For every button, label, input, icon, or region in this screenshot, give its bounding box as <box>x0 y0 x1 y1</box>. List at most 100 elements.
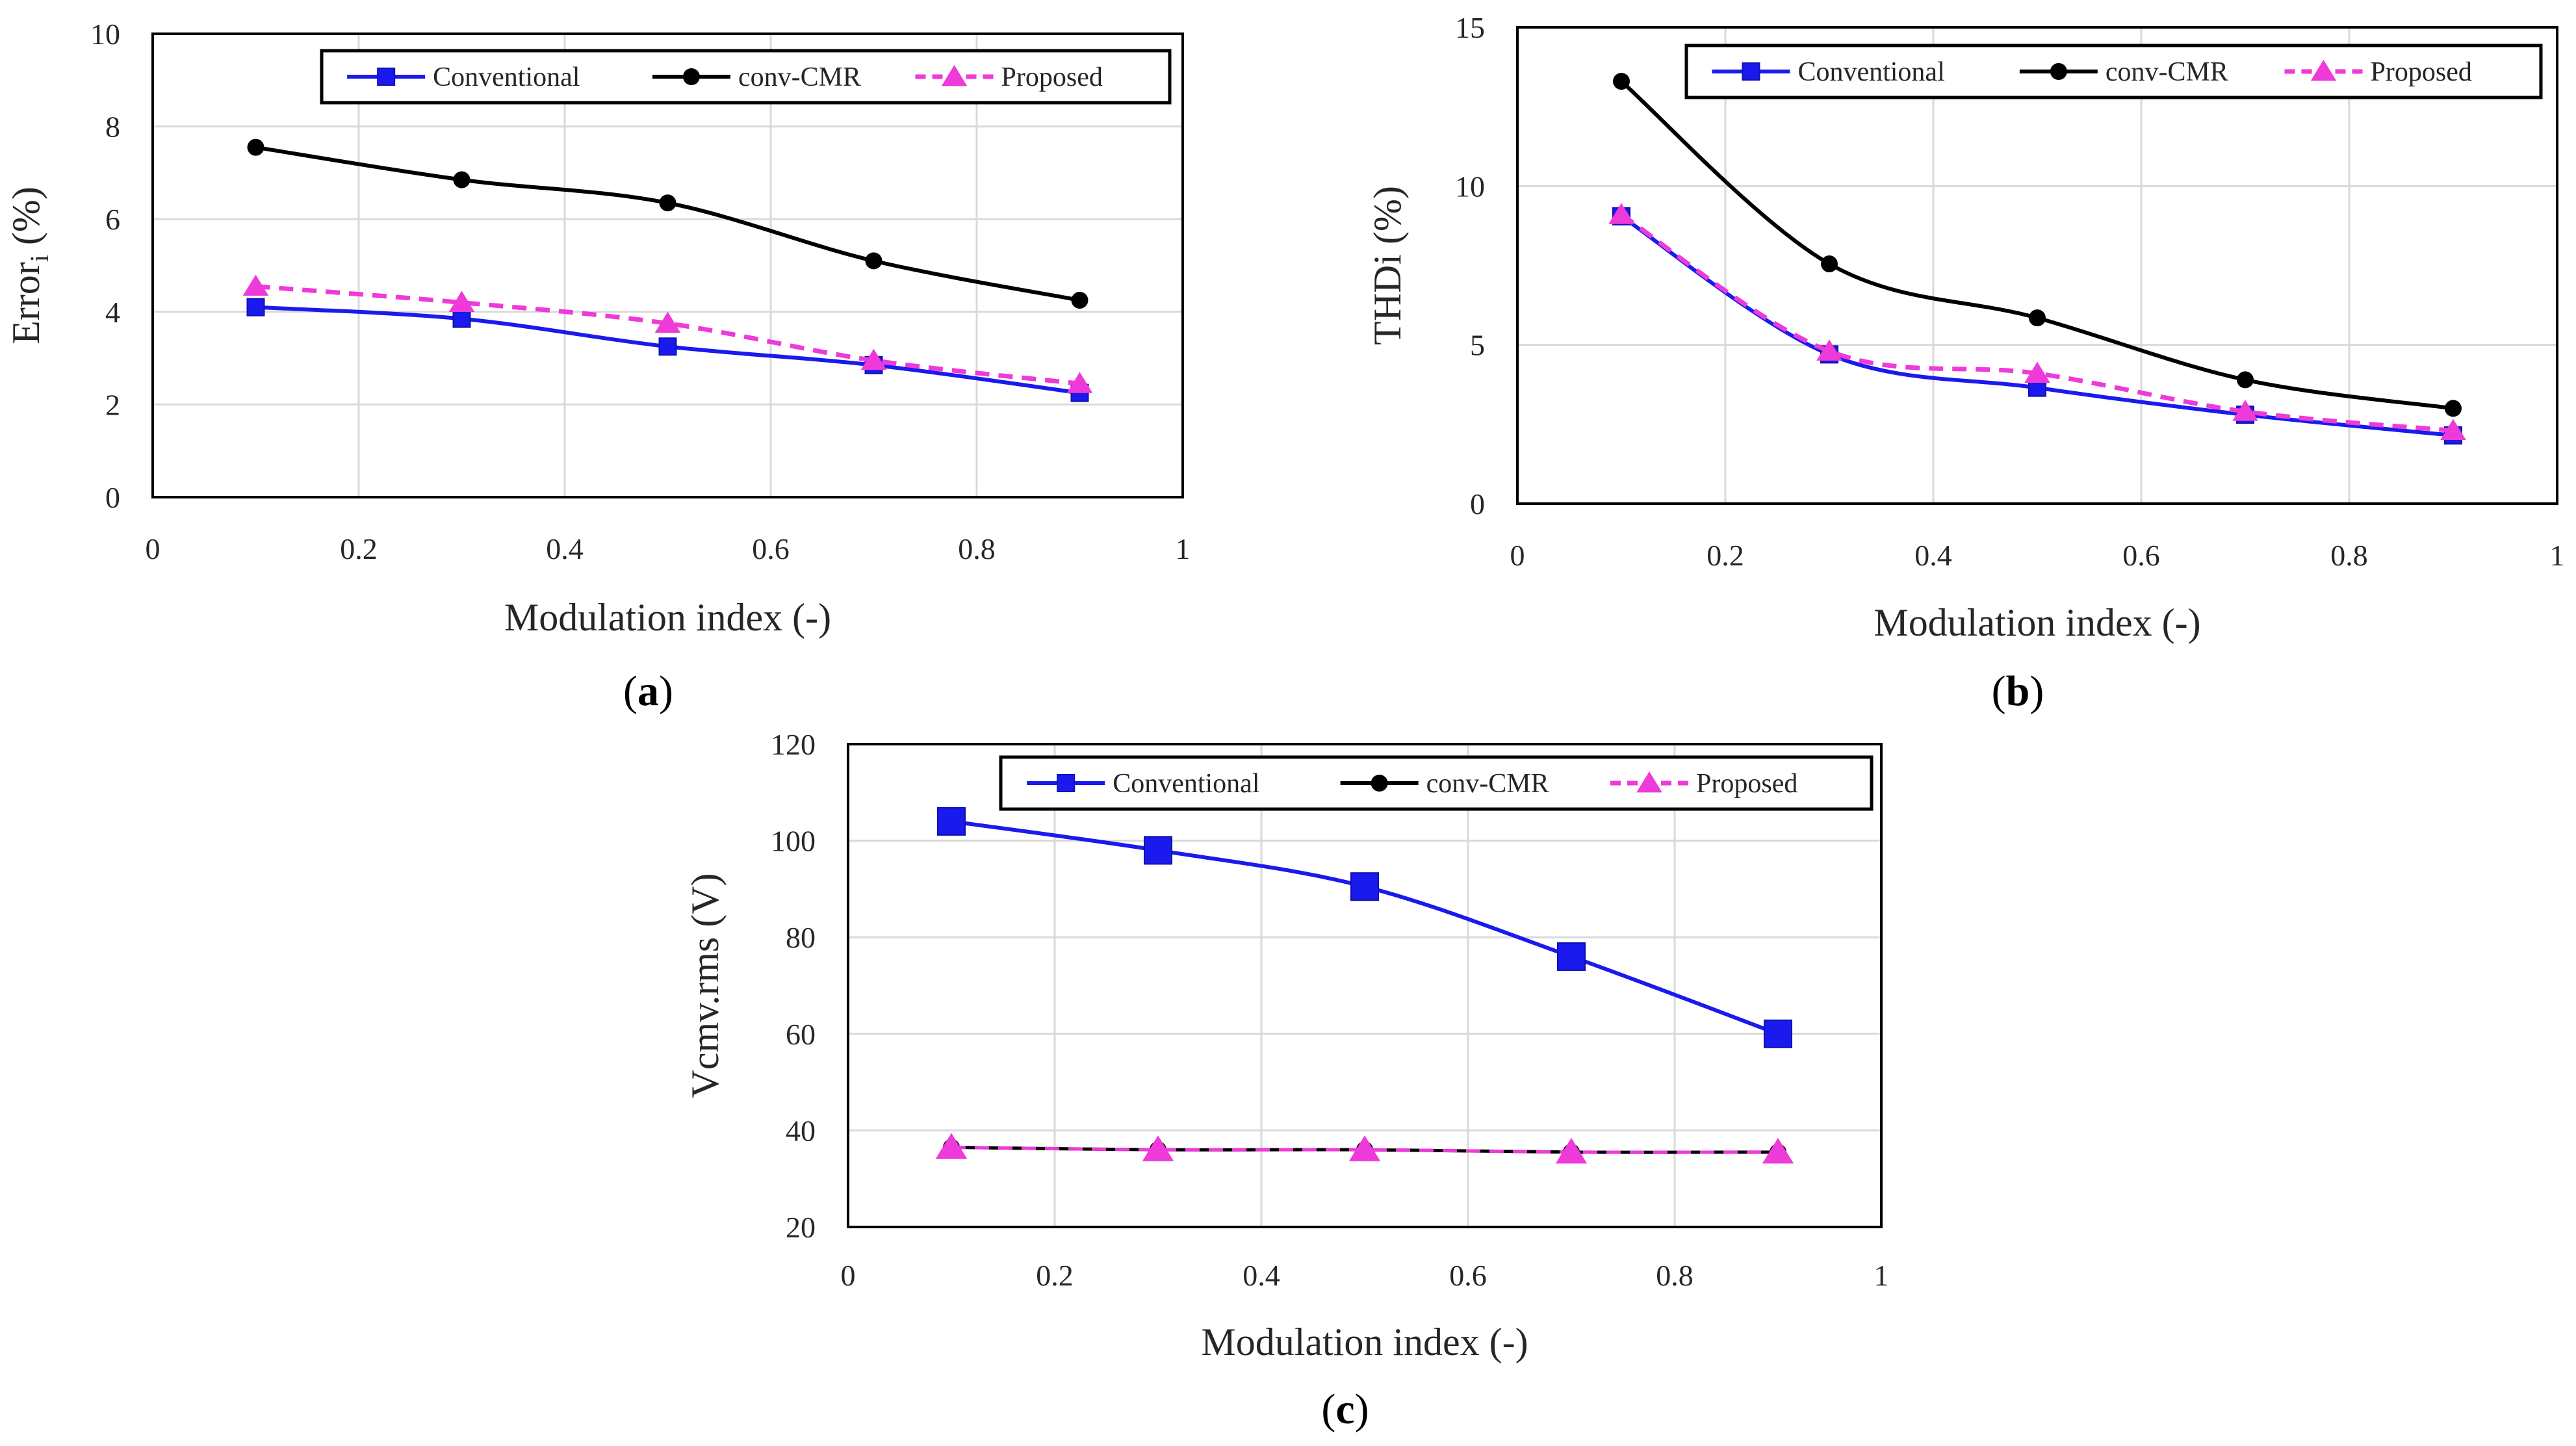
panel-label-open: ( <box>623 667 638 715</box>
plot-area-frame <box>847 743 1883 1228</box>
data-point-conv_cmr <box>2445 400 2462 417</box>
legend-marker-proposed <box>2310 60 2337 81</box>
x-tick-label: 0.2 <box>340 532 378 565</box>
series-line-proposed <box>951 1145 1779 1154</box>
x-tick-label: 0.4 <box>1243 1259 1280 1292</box>
x-tick-label: 1 <box>1874 1259 1889 1292</box>
y-axis-label-main: Vcmv.rms (V) <box>684 873 727 1098</box>
x-tick-label: 1 <box>2550 539 2565 572</box>
x-axis-label: Modulation index (-) <box>1201 1321 1528 1363</box>
y-tick-label: 0 <box>1470 487 1485 521</box>
panel-label-open: ( <box>1992 667 2006 715</box>
y-tick-label: 10 <box>1455 170 1485 203</box>
panel-label-letter: a <box>638 667 659 715</box>
x-tick-label: 0.8 <box>2330 539 2368 572</box>
data-point-proposed <box>860 348 887 370</box>
y-axis-label: Vcmv.rms (V) <box>684 873 727 1098</box>
series-line-conventional <box>951 819 1779 1036</box>
data-point-proposed <box>935 1133 968 1159</box>
legend: Conventional conv-CMR Proposed <box>1684 44 2543 99</box>
data-point-conv_cmr <box>659 194 676 212</box>
series-line-conv_cmr <box>1620 79 2454 411</box>
legend: Conventional conv-CMR Proposed <box>320 49 1172 105</box>
y-axis-label-main: THDi (%) <box>1366 186 1409 345</box>
data-point-conventional <box>937 807 966 836</box>
y-axis-label: Errori (%) <box>5 187 54 344</box>
y-tick-label: 8 <box>105 110 120 144</box>
x-tick-label: 0.4 <box>1914 539 1952 572</box>
series-conventional <box>937 807 1792 1048</box>
data-point-conventional <box>1557 942 1586 971</box>
x-axis-label: Modulation index (-) <box>504 596 831 639</box>
x-tick-label: 0 <box>146 532 161 565</box>
legend-label-conventional: Conventional <box>1113 769 1259 799</box>
data-point-proposed <box>654 311 681 333</box>
y-tick-label: 6 <box>105 203 120 236</box>
data-point-conv_cmr <box>2237 371 2254 389</box>
x-tick-label: 0.8 <box>958 532 996 565</box>
panel-label-letter: c <box>1335 1386 1354 1433</box>
data-point-proposed <box>2024 361 2050 383</box>
legend-marker-proposed <box>941 65 968 86</box>
data-point-conv_cmr <box>1821 255 1838 273</box>
y-tick-label: 15 <box>1455 11 1485 44</box>
y-tick-label: 120 <box>771 728 816 761</box>
x-axis-label: Modulation index (-) <box>1874 601 2200 644</box>
x-tick-label: 0.4 <box>546 532 584 565</box>
panel-label: (b) <box>1992 667 2044 715</box>
data-point-proposed <box>1348 1135 1381 1161</box>
data-point-conv_cmr <box>1613 73 1630 90</box>
y-tick-label: 60 <box>786 1018 816 1051</box>
y-tick-label: 10 <box>90 18 120 51</box>
x-tick-label: 0 <box>1510 539 1525 572</box>
x-tick-label: 0.2 <box>1707 539 1744 572</box>
data-point-proposed <box>1066 372 1093 393</box>
x-tick-label: 0 <box>841 1259 856 1292</box>
y-tick-label: 4 <box>105 296 120 329</box>
data-point-conventional <box>658 337 677 356</box>
data-point-proposed <box>1816 339 1842 361</box>
y-tick-label: 100 <box>771 825 816 858</box>
y-tick-label: 20 <box>786 1211 816 1244</box>
y-tick-label: 0 <box>105 481 120 514</box>
y-axis-label-main: Error <box>5 262 47 344</box>
plot-area-frame <box>151 32 1184 498</box>
data-point-proposed <box>448 290 475 312</box>
panel-label-open: ( <box>1321 1386 1335 1433</box>
panel-label-letter: b <box>2006 667 2030 715</box>
data-point-proposed <box>1142 1135 1174 1161</box>
data-point-proposed <box>2232 400 2258 421</box>
x-tick-label: 0.8 <box>1656 1259 1694 1292</box>
data-point-conventional <box>246 298 265 316</box>
data-point-conv_cmr <box>1071 291 1088 309</box>
legend-label-conv_cmr: conv-CMR <box>2106 57 2228 87</box>
legend-label-proposed: Proposed <box>2371 57 2472 87</box>
panel-label-close: ) <box>659 667 673 715</box>
data-point-proposed <box>1555 1137 1588 1164</box>
series-line-conv_cmr <box>255 145 1081 302</box>
legend-marker-conv_cmr <box>2050 63 2067 80</box>
data-point-proposed <box>242 274 269 296</box>
y-axis-label: THDi (%) <box>1366 186 1409 345</box>
plot-area-frame <box>1516 26 2558 505</box>
series-conv_cmr <box>247 138 1088 309</box>
series-conv_cmr <box>1613 73 2462 417</box>
legend-frame <box>1684 44 2543 99</box>
series-proposed <box>242 274 1093 393</box>
y-tick-label: 40 <box>786 1114 816 1147</box>
data-point-conventional <box>452 309 471 328</box>
legend-label-proposed: Proposed <box>1696 769 1797 799</box>
data-point-conv_cmr <box>247 138 264 156</box>
legend-marker-conventional <box>1057 774 1075 792</box>
series-proposed <box>935 1133 1794 1164</box>
legend-marker-conv_cmr <box>1371 775 1388 792</box>
data-point-conventional <box>1350 872 1379 901</box>
panel-label-close: ) <box>2029 667 2044 715</box>
data-point-conv_cmr <box>2029 309 2046 327</box>
legend-label-conv_cmr: conv-CMR <box>738 62 861 92</box>
x-tick-label: 0.6 <box>752 532 790 565</box>
